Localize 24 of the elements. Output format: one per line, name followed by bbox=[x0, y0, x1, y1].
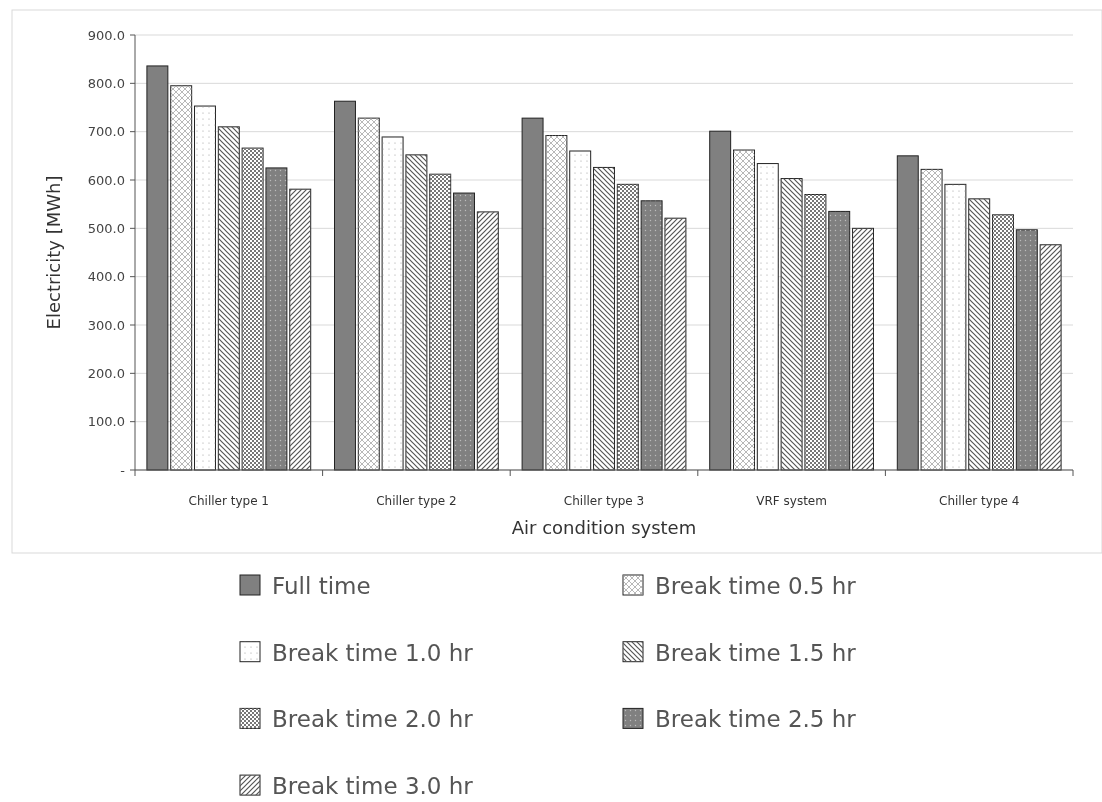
y-tick-label: 400.0 bbox=[87, 269, 125, 285]
y-tick-label: 900.0 bbox=[87, 27, 125, 43]
x-axis-title: Air condition system bbox=[511, 517, 697, 538]
legend-label: Break time 2.5 hr bbox=[655, 706, 857, 733]
y-axis-title: Electricity [MWh] bbox=[43, 175, 64, 330]
y-tick-label: 600.0 bbox=[87, 172, 125, 188]
y-tick-label: - bbox=[120, 462, 126, 478]
y-tick-label: 800.0 bbox=[87, 75, 125, 91]
legend-label: Break time 1.5 hr bbox=[655, 639, 857, 666]
x-tick-label: Chiller type 1 bbox=[188, 494, 269, 508]
y-tick-label: 300.0 bbox=[87, 317, 125, 333]
x-tick-label: Chiller type 2 bbox=[376, 494, 457, 508]
x-tick-label: Chiller type 3 bbox=[563, 494, 645, 508]
legend-label: Break time 2.0 hr bbox=[272, 706, 474, 733]
x-tick-label: VRF system bbox=[756, 494, 827, 508]
x-tick-label: Chiller type 4 bbox=[939, 494, 1020, 508]
y-tick-label: 200.0 bbox=[87, 365, 125, 381]
legend-label: Full time bbox=[272, 573, 371, 600]
y-tick-label: 500.0 bbox=[87, 220, 125, 236]
y-tick-label: 700.0 bbox=[87, 124, 125, 140]
legend-label: Break time 1.0 hr bbox=[272, 639, 474, 666]
y-tick-label: 100.0 bbox=[87, 414, 125, 430]
legend-label: Break time 0.5 hr bbox=[655, 573, 857, 600]
legend-label: Break time 3.0 hr bbox=[272, 773, 474, 800]
